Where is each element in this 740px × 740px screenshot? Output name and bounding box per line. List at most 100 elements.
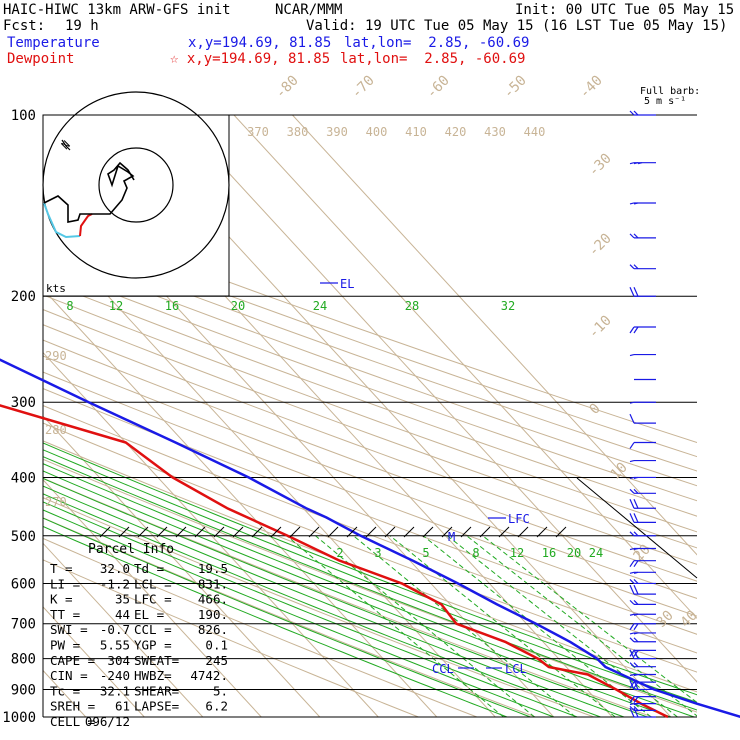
mixing-label: 2 bbox=[336, 546, 343, 560]
parcel-cell: T = bbox=[50, 561, 73, 576]
wind-barb-flag bbox=[633, 637, 639, 643]
mixing-ratio-line bbox=[447, 535, 678, 717]
pressure-tick-label: 900 bbox=[11, 682, 36, 698]
lfc-marker-label: LFC bbox=[508, 512, 530, 526]
parcel-cell: PW = bbox=[50, 638, 80, 653]
wind-barb-flag bbox=[629, 459, 635, 463]
wind-barb-flag bbox=[629, 264, 635, 270]
hatch-mark bbox=[175, 526, 187, 538]
hatch-mark bbox=[479, 526, 491, 538]
dry-adiabat-line bbox=[43, 355, 697, 599]
hodograph-outer-ring bbox=[42, 91, 230, 279]
dewpoint-legend: Dewpoint bbox=[7, 51, 75, 67]
wind-barb-flag bbox=[633, 233, 639, 239]
wind-barb-flag bbox=[633, 632, 639, 635]
wind-barb-flag bbox=[629, 498, 635, 509]
hodograph-inner-ring bbox=[98, 147, 174, 223]
hatch-mark bbox=[346, 526, 358, 538]
pressure-tick-label: 100 bbox=[11, 108, 36, 124]
dry-adiabat-line bbox=[43, 238, 697, 472]
mixing-label: 16 bbox=[542, 546, 556, 560]
fcst-label: Fcst: bbox=[3, 18, 46, 34]
hatch-mark bbox=[194, 526, 206, 538]
mixing-label: 5 bbox=[422, 546, 429, 560]
mixing-label: 8 bbox=[66, 299, 73, 313]
parcel-cell: 0.1 bbox=[205, 638, 228, 653]
hodograph-trace-low bbox=[43, 202, 81, 239]
wind-barb-column bbox=[629, 110, 656, 718]
wind-barb-flag bbox=[633, 202, 639, 205]
wind-barb-flag bbox=[633, 162, 639, 165]
hatch-mark bbox=[137, 526, 149, 538]
dry-adiabat-line bbox=[43, 388, 697, 635]
hatch-mark bbox=[99, 526, 111, 538]
wind-barb-flag bbox=[629, 681, 635, 689]
isotherm-line bbox=[233, 115, 697, 620]
dry-adiabat-line bbox=[43, 477, 653, 717]
wind-barb-flag bbox=[629, 110, 635, 116]
isotherm-label: -50 bbox=[501, 73, 530, 102]
dry-adiabat-line bbox=[43, 458, 697, 713]
wind-barb-flag bbox=[629, 571, 635, 574]
wind-barb-flag bbox=[633, 560, 639, 568]
parcel-cell: 096/12 bbox=[85, 714, 130, 729]
wind-barb-flag bbox=[633, 571, 639, 574]
wind-barb-flag bbox=[633, 513, 639, 523]
mixing-label: 3 bbox=[374, 546, 381, 560]
wind-barb-flag bbox=[629, 353, 635, 357]
el-marker-label: EL bbox=[340, 277, 354, 291]
parcel-info-panel: Parcel Info T = 32.0 Td = 19.5 LI = -1.2 LCL = 8… bbox=[50, 542, 228, 729]
parcel-cell: -240 bbox=[100, 668, 130, 683]
isotherm-label: -60 bbox=[424, 73, 453, 102]
mixing-label: 12 bbox=[109, 299, 123, 313]
temperature-profile bbox=[0, 358, 740, 719]
wind-legend-line1: Full barb: bbox=[640, 86, 700, 97]
parcel-cell: 304 bbox=[107, 653, 130, 668]
hatch-mark bbox=[403, 526, 415, 538]
dewpoint-xy: ☆ x,y=194.69, 81.85 bbox=[170, 51, 331, 67]
parcel-cell: 44 bbox=[115, 607, 130, 622]
dewpoint-profile bbox=[0, 404, 669, 719]
parcel-cell: 19.5 bbox=[198, 561, 228, 576]
mixing-ratio-line bbox=[482, 535, 697, 704]
isotherm-line bbox=[175, 115, 697, 683]
m-marker-label: M bbox=[448, 530, 455, 544]
isotherm-label: 30 bbox=[654, 608, 677, 631]
mixing-ratio-line bbox=[286, 535, 504, 717]
isotherm-label: -20 bbox=[586, 231, 615, 260]
hatch-mark bbox=[118, 526, 130, 538]
hatch-mark bbox=[441, 526, 453, 538]
dry-adiabat-line bbox=[43, 497, 595, 717]
pressure-tick-label: 600 bbox=[11, 576, 36, 592]
parcel-cell: 4742. bbox=[190, 668, 228, 683]
mixing-ratio-line bbox=[466, 535, 697, 717]
wind-barb-flag bbox=[629, 705, 635, 711]
parcel-cell: 61 bbox=[115, 699, 130, 714]
wind-barb-flag bbox=[633, 662, 639, 668]
parcel-cell: Tc = bbox=[50, 683, 80, 698]
wind-barb-flag bbox=[629, 650, 635, 657]
org-label: NCAR/MMM bbox=[275, 2, 343, 18]
isotherm-label: -30 bbox=[586, 151, 615, 180]
wind-legend-line2: 5 m s⁻¹ bbox=[644, 96, 686, 107]
hatch-mark bbox=[460, 526, 472, 538]
hatch-mark bbox=[156, 526, 168, 538]
theta-label: 400 bbox=[366, 125, 388, 139]
valid-time: Valid: 19 UTC Tue 05 May 15 (16 LST Tue … bbox=[306, 18, 728, 34]
mixing-label: 8 bbox=[472, 546, 479, 560]
wind-barb-flag bbox=[629, 696, 635, 703]
dry-adiabat-line bbox=[43, 309, 697, 549]
wind-barb-flag bbox=[629, 286, 635, 297]
parcel-cell: 5.55 bbox=[100, 638, 130, 653]
init-time: Init: 00 UTC Tue 05 May 15 bbox=[515, 2, 735, 18]
wind-barb-flag bbox=[629, 531, 635, 537]
hatch-mark bbox=[251, 526, 263, 538]
wind-barb-flag bbox=[633, 264, 639, 270]
wind-barb-flag bbox=[629, 703, 635, 706]
parcel-cell: -1.2 bbox=[100, 576, 130, 591]
wind-barb-flag bbox=[633, 286, 639, 297]
wind-barb-flag bbox=[633, 599, 639, 605]
hatch-mark bbox=[289, 526, 301, 538]
isotherm-label: -10 bbox=[586, 313, 615, 342]
mixing-label: 32 bbox=[501, 299, 515, 313]
